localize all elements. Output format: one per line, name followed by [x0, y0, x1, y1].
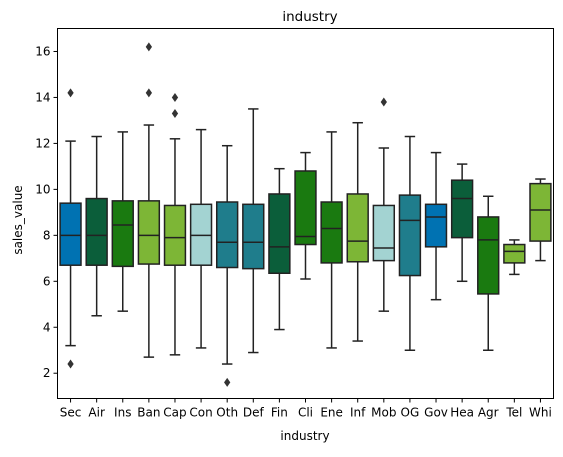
y-tick-label: 16 — [35, 44, 50, 58]
box-def — [243, 109, 264, 353]
outlier-point — [67, 360, 73, 369]
x-tick-label: Sec — [60, 406, 82, 420]
outlier-point — [146, 42, 152, 51]
outlier-point — [172, 93, 178, 102]
y-tick-label: 4 — [43, 320, 51, 334]
box-cap — [165, 93, 186, 355]
box-mob — [373, 98, 394, 312]
box-iqr — [243, 204, 264, 268]
box-con — [191, 130, 212, 348]
x-tick-label: Ene — [320, 406, 343, 420]
box-iqr — [321, 202, 342, 263]
box-hea — [452, 164, 473, 281]
box-iqr — [138, 201, 159, 264]
box-iqr — [426, 204, 447, 247]
y-tick-label: 2 — [43, 366, 51, 380]
x-tick-label: Gov — [424, 406, 448, 420]
box-iqr — [86, 199, 107, 266]
x-tick-label: Cap — [163, 406, 186, 420]
x-tick-label: Def — [243, 406, 265, 420]
box-ene — [321, 132, 342, 348]
chart-title: industry — [282, 9, 337, 25]
outlier-point — [381, 98, 387, 107]
box-iqr — [60, 203, 81, 265]
x-tick-label: Oth — [216, 406, 238, 420]
box-iqr — [504, 245, 525, 263]
box-ins — [112, 132, 133, 311]
box-iqr — [269, 194, 290, 273]
x-tick-label: Con — [189, 406, 212, 420]
x-tick-label: Tel — [505, 406, 522, 420]
box-cli — [295, 153, 316, 279]
x-tick-label: Cli — [298, 406, 313, 420]
box-inf — [347, 123, 368, 341]
box-iqr — [452, 180, 473, 237]
box-sec — [60, 88, 81, 368]
x-tick-label: Ban — [137, 406, 160, 420]
x-tick-label: Air — [88, 406, 105, 420]
box-iqr — [399, 195, 420, 275]
x-tick-label: OG — [401, 406, 420, 420]
outlier-point — [172, 109, 178, 118]
box-whi — [530, 179, 551, 261]
y-tick-label: 8 — [43, 228, 51, 242]
x-axis-ticks: Sec Air Ins Ban Cap Con Oth Def Fin Cli Ene Inf Mob O… — [60, 399, 552, 420]
y-tick-label: 14 — [35, 90, 50, 104]
box-iqr — [530, 184, 551, 241]
outlier-point — [146, 88, 152, 97]
box-fin — [269, 169, 290, 330]
box-iqr — [165, 205, 186, 265]
y-tick-label: 10 — [35, 182, 50, 196]
x-tick-label: Agr — [478, 406, 499, 420]
box-tel — [504, 240, 525, 274]
x-tick-label: Ins — [114, 406, 131, 420]
y-axis-label: sales_value — [11, 185, 25, 254]
box-air — [86, 137, 107, 316]
box-og — [399, 137, 420, 351]
box-iqr — [478, 217, 499, 294]
box-iqr — [295, 171, 316, 245]
y-tick-label: 6 — [43, 274, 51, 288]
x-tick-label: Hea — [450, 406, 474, 420]
x-axis-label: industry — [280, 429, 329, 443]
outlier-point — [67, 88, 73, 97]
x-tick-label: Mob — [371, 406, 396, 420]
outlier-point — [224, 378, 230, 387]
x-tick-label: Fin — [271, 406, 288, 420]
y-axis-ticks: 2 4 6 8 10 12 14 16 — [35, 44, 57, 380]
box-iqr — [217, 202, 238, 267]
box-gov — [426, 153, 447, 300]
x-tick-label: Whi — [529, 406, 552, 420]
y-tick-label: 12 — [35, 136, 50, 150]
box-oth — [217, 146, 238, 387]
box-iqr — [373, 205, 394, 260]
x-tick-label: Inf — [350, 406, 366, 420]
box-iqr — [112, 201, 133, 266]
box-iqr — [347, 194, 368, 262]
box-agr — [478, 196, 499, 350]
box-ban — [138, 42, 159, 357]
plot-area — [60, 42, 551, 387]
